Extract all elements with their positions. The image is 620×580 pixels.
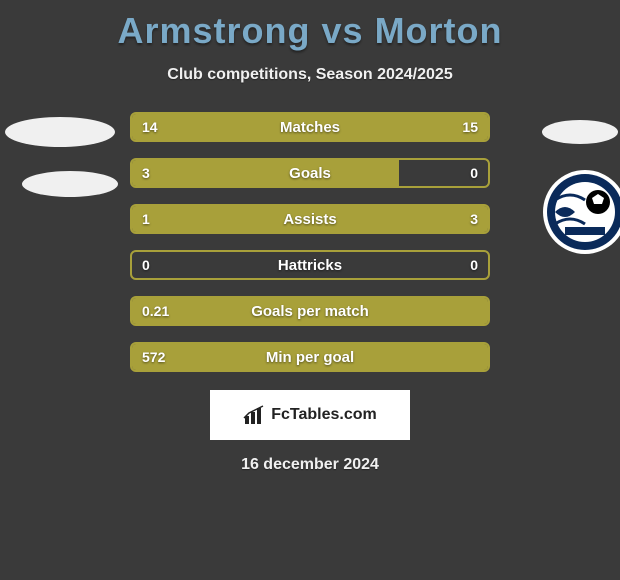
bar-row: 572Min per goal (130, 342, 490, 372)
bar-row: 13Assists (130, 204, 490, 234)
bar-row: 00Hattricks (130, 250, 490, 280)
club-badge-icon (540, 112, 620, 272)
bar-label: Assists (132, 206, 488, 232)
footer-date: 16 december 2024 (0, 456, 620, 474)
bar-label: Hattricks (132, 252, 488, 278)
subtitle: Club competitions, Season 2024/2025 (0, 66, 620, 84)
comparison-chart: 1415Matches 30Goals 13Assists 00Hattricks 0.… (0, 112, 620, 474)
player-left-logo (0, 112, 130, 217)
page-title: Armstrong vs Morton (0, 0, 620, 52)
title-left: Armstrong (117, 10, 310, 51)
bar-label: Goals (132, 160, 488, 186)
bars-container: 1415Matches 30Goals 13Assists 00Hattricks 0.… (130, 112, 490, 372)
bar-row: 30Goals (130, 158, 490, 188)
title-right: Morton (375, 10, 503, 51)
bar-label: Min per goal (132, 344, 488, 370)
bar-label: Matches (132, 114, 488, 140)
brand-text: FcTables.com (271, 406, 377, 424)
bar-label: Goals per match (132, 298, 488, 324)
bar-row: 0.21Goals per match (130, 296, 490, 326)
bar-row: 1415Matches (130, 112, 490, 142)
brand-logo: FcTables.com (210, 390, 410, 440)
ellipse-icon (0, 112, 130, 212)
title-vs: vs (322, 10, 364, 51)
chart-icon (243, 404, 265, 426)
player-right-logo (540, 112, 620, 277)
